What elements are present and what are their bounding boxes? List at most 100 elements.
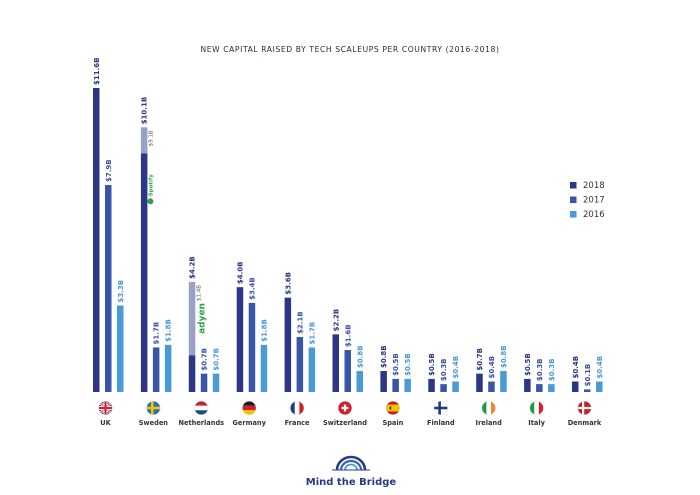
legend-label-2018: 2018 xyxy=(583,181,605,191)
germany-flag-icon xyxy=(242,401,257,416)
category-label: Spain xyxy=(382,419,403,427)
bar-spain-2018 xyxy=(380,371,387,392)
finland-flag-icon xyxy=(433,401,448,416)
bar-ireland-2018 xyxy=(476,373,483,392)
switzerland-flag-icon xyxy=(338,401,353,416)
legend: 2018 2017 2016 xyxy=(570,181,605,220)
bar-ireland-2017 xyxy=(488,381,495,392)
highlight-value-label: $1.4B xyxy=(196,285,202,301)
bar-france-2017 xyxy=(296,336,304,392)
bar-sweden-2018-highlight xyxy=(140,153,148,392)
value-label: $0.4B xyxy=(488,356,496,379)
legend-label-2017: 2017 xyxy=(583,196,605,206)
bar-spain-2017 xyxy=(392,378,399,392)
bar-finland-2017 xyxy=(440,384,447,392)
bar-france-2016 xyxy=(308,347,316,392)
bar-finland-2018 xyxy=(428,378,435,392)
footer: Mind the Bridge xyxy=(306,455,397,488)
value-label: $0.7B xyxy=(213,348,221,371)
bar-germany-2018 xyxy=(236,287,244,392)
value-label: $1.8B xyxy=(165,319,173,342)
legend-label-2016: 2016 xyxy=(583,210,605,220)
category-label: Ireland xyxy=(476,419,503,427)
bar-italy-2016 xyxy=(548,384,555,392)
bar-netherlands-2016 xyxy=(212,373,220,392)
bar-spain-2016 xyxy=(404,378,411,392)
bar-uk-2016 xyxy=(117,305,124,392)
category-label: Finland xyxy=(427,419,455,427)
value-label: $10.1B xyxy=(141,97,149,124)
value-label: $0.8B xyxy=(500,345,508,368)
value-label: $1.7B xyxy=(153,322,161,345)
category-label: Italy xyxy=(528,419,545,427)
value-label: $0.5B xyxy=(428,353,436,376)
bar-denmark-2016 xyxy=(596,381,603,392)
value-label: $3.3B xyxy=(117,280,125,303)
value-label: $0.8B xyxy=(356,345,364,368)
uk-flag-icon xyxy=(98,401,113,416)
spain-flag-icon xyxy=(385,401,400,416)
category-label: Sweden xyxy=(139,419,169,427)
bar-uk-2017 xyxy=(105,184,112,392)
brand-name: Mind the Bridge xyxy=(306,477,397,488)
value-label: $4.0B xyxy=(236,262,244,285)
value-label: $1.7B xyxy=(308,322,316,345)
value-label: $0.8B xyxy=(380,345,388,368)
bar-uk-2018 xyxy=(93,88,100,392)
bar-denmark-2018 xyxy=(572,381,579,392)
value-label: $2.2B xyxy=(332,309,340,332)
bar-ireland-2016 xyxy=(500,371,507,392)
value-label: $0.5B xyxy=(524,353,532,376)
value-label: $11.6B xyxy=(93,58,101,85)
value-label: $0.3B xyxy=(548,359,556,382)
ireland-flag-icon xyxy=(481,401,496,416)
chart-title: NEW CAPITAL RAISED BY TECH SCALEUPS PER … xyxy=(200,45,499,54)
bar-sweden-2018-other xyxy=(140,127,148,154)
value-label: $2.1B xyxy=(296,311,304,334)
bar-switzerland-2016 xyxy=(356,371,363,392)
bar-france-2018 xyxy=(284,297,292,392)
value-label: $1.8B xyxy=(260,319,268,342)
spotify-logo-text: Spotify xyxy=(148,174,154,197)
denmark-flag-icon xyxy=(577,401,592,416)
category-label: Switzerland xyxy=(323,419,367,427)
highlight-value-label: $9.1B xyxy=(148,130,154,146)
value-label: $0.1B xyxy=(584,364,592,387)
italy-flag-icon xyxy=(529,401,544,416)
bar-sweden-2016 xyxy=(164,344,172,392)
legend-swatch-2018 xyxy=(570,182,577,189)
category-label: Denmark xyxy=(568,419,602,427)
bar-area: $11.6B $7.9B $3.3B UK $9.1B Spotify $10.1B $1.7… xyxy=(93,58,604,427)
legend-swatch-2017 xyxy=(570,196,577,203)
value-label: $7.9B xyxy=(105,159,113,182)
bridge-arc-icon xyxy=(332,455,370,471)
bar-netherlands-2018-highlight xyxy=(188,355,196,392)
value-label: $1.6B xyxy=(344,324,352,347)
value-label: $0.3B xyxy=(536,359,544,382)
adyen-logo-icon: adyen xyxy=(197,303,207,334)
bar-germany-2017 xyxy=(248,302,256,392)
value-label: $4.2B xyxy=(189,256,197,279)
category-label: UK xyxy=(100,419,111,427)
bar-netherlands-2017 xyxy=(200,373,208,392)
sweden-flag-icon xyxy=(146,401,161,416)
legend-swatch-2016 xyxy=(570,211,577,218)
value-label: $3.4B xyxy=(248,277,256,300)
bar-finland-2016 xyxy=(452,381,459,392)
category-label: Netherlands xyxy=(178,419,224,427)
bar-switzerland-2018 xyxy=(332,334,339,392)
category-label: France xyxy=(285,419,310,427)
bar-germany-2016 xyxy=(260,344,268,392)
bar-sweden-2017 xyxy=(152,347,160,392)
value-label: $0.4B xyxy=(572,356,580,379)
value-label: $0.5B xyxy=(392,353,400,376)
value-label: $0.5B xyxy=(404,353,412,376)
netherlands-flag-icon xyxy=(194,401,209,416)
value-label: $0.7B xyxy=(476,348,484,371)
bar-italy-2017 xyxy=(536,384,543,392)
category-label: Germany xyxy=(232,419,266,427)
value-label: $3.6B xyxy=(284,272,292,295)
bar-italy-2018 xyxy=(524,378,531,392)
france-flag-icon xyxy=(290,401,305,416)
